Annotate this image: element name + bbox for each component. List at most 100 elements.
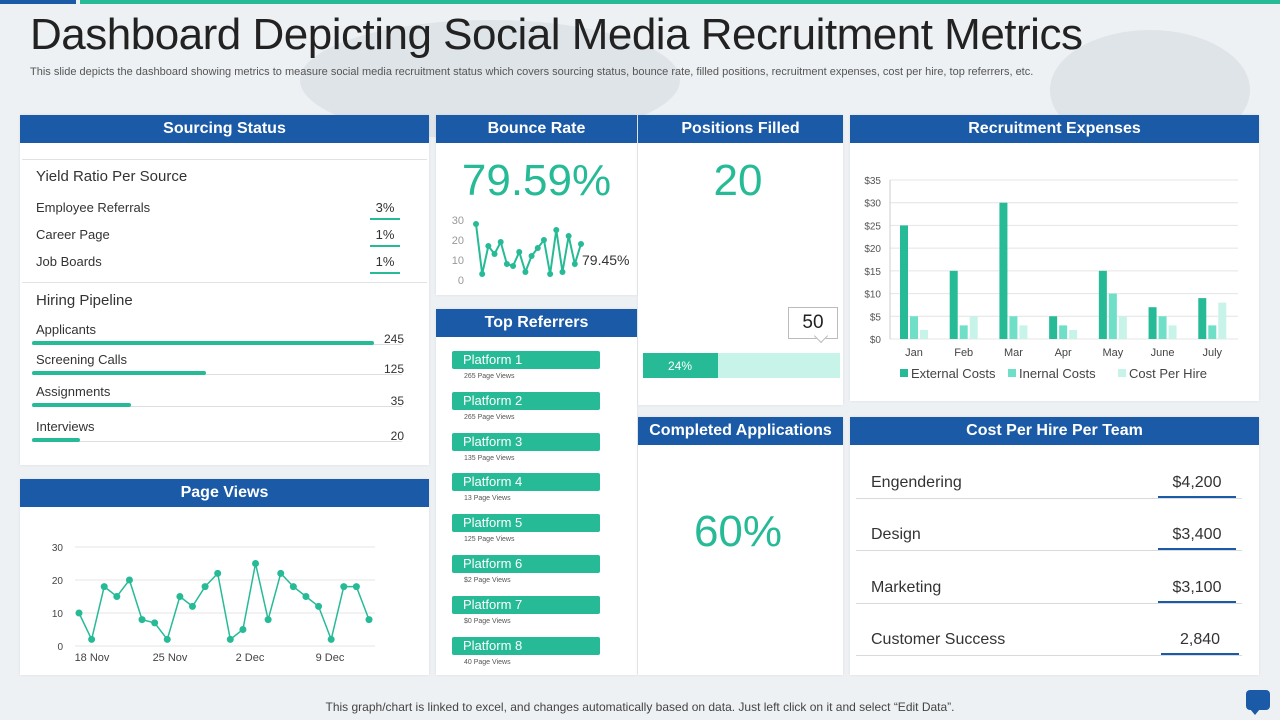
bounce-data-point — [578, 241, 584, 247]
referrer-page-views: 40 Page Views — [464, 658, 511, 666]
team-cost-value: $3,100 — [1158, 579, 1236, 603]
expenses-bar — [1069, 329, 1078, 339]
pipeline-bar — [32, 371, 206, 375]
expenses-bar — [1118, 316, 1127, 339]
expenses-xtick-label: Feb — [954, 347, 973, 359]
expenses-bar — [1198, 298, 1207, 339]
recruitment-expenses-chart: $0 $5 $10 $15 $20 $25 $30 $35 Jan Feb Mar Apr May Jun… — [864, 176, 1238, 381]
cost-per-hire-header: Cost Per Hire Per Team — [850, 417, 1259, 445]
bounce-data-point — [510, 263, 517, 269]
bounce-data-point — [503, 261, 510, 267]
bounce-data-point — [497, 239, 504, 245]
expenses-legend-label: External Costs — [911, 366, 996, 381]
bounce-data-point — [479, 271, 486, 277]
page-views-data-point — [125, 576, 133, 584]
team-divider — [856, 550, 1242, 552]
expenses-bar — [999, 202, 1008, 339]
referrer-platform-button[interactable]: Platform 2 — [452, 391, 600, 410]
expenses-bar — [949, 270, 958, 339]
referrer-platform-button[interactable]: Platform 6 — [452, 555, 600, 573]
expenses-ytick-label: $20 — [864, 244, 881, 255]
top-referrers-panel — [436, 309, 637, 675]
bounce-data-point — [571, 261, 578, 267]
page-title: Dashboard Depicting Social Media Recruit… — [30, 10, 1083, 59]
page-views-ytick-label: 0 — [57, 642, 63, 653]
team-cost-value: $4,200 — [1158, 474, 1236, 498]
bounce-ytick-label: 20 — [452, 235, 464, 247]
team-divider — [856, 602, 1242, 604]
page-views-data-point — [176, 593, 184, 600]
divider — [22, 159, 427, 160]
expenses-xtick-label: June — [1151, 347, 1175, 359]
page-views-data-point — [352, 583, 360, 591]
page-views-data-point — [113, 593, 121, 600]
bounce-data-point — [559, 269, 566, 275]
recruitment-expenses-header: Recruitment Expenses — [850, 115, 1259, 143]
referrer-page-views: 13 Page Views — [464, 495, 511, 503]
bounce-data-point — [485, 243, 492, 249]
bounce-rate-panel — [436, 115, 637, 295]
referrer-platform-button[interactable]: Platform 8 — [452, 636, 600, 655]
team-cost-value: $3,400 — [1158, 526, 1236, 551]
expenses-bar — [959, 325, 968, 339]
page-views-data-point — [88, 635, 96, 643]
positions-progress-fill — [643, 353, 718, 378]
referrer-platform-button[interactable]: Platform 4 — [452, 473, 600, 492]
chat-bubble-icon[interactable] — [1246, 690, 1270, 715]
footer-note: This graph/chart is linked to excel, and… — [325, 700, 955, 714]
expenses-ytick-label: $10 — [864, 290, 881, 301]
referrer-page-views: 135 Page Views — [464, 454, 515, 462]
pipeline-bar — [32, 438, 80, 442]
bounce-data-point — [473, 221, 479, 227]
positions-target-callout — [788, 307, 838, 339]
referrer-platform-button[interactable]: Platform 1 — [452, 351, 600, 369]
referrer-platform-button[interactable]: Platform 7 — [452, 595, 600, 614]
bounce-data-point — [553, 227, 560, 233]
expenses-bar — [1009, 316, 1018, 339]
page-subtitle: This slide depicts the dashboard showing… — [30, 66, 1034, 78]
expenses-ytick-label: $15 — [864, 267, 881, 278]
referrer-page-views: 125 Page Views — [464, 536, 515, 544]
completed-applications-panel — [638, 417, 843, 675]
pipeline-stage-label: Interviews — [36, 419, 95, 434]
page-views-xtick-label: 9 Dec — [316, 652, 345, 664]
page-views-data-point — [138, 616, 146, 624]
page-views-data-point — [75, 609, 83, 617]
expenses-ytick-label: $30 — [864, 199, 881, 210]
referrer-platform-button[interactable]: Platform 3 — [452, 432, 600, 451]
bounce-ytick-label: 30 — [452, 215, 464, 227]
expenses-ytick-label: $25 — [864, 221, 881, 232]
referrer-page-views: 265 Page Views — [464, 413, 515, 421]
expenses-xtick-label: Mar — [1004, 347, 1023, 359]
expenses-bar — [1108, 293, 1117, 339]
bounce-data-point — [540, 237, 547, 243]
positions-target-value: 50 — [802, 312, 824, 333]
team-name: Engendering — [871, 474, 962, 491]
expenses-legend-swatch — [900, 369, 908, 377]
expenses-bar — [1218, 302, 1227, 339]
page-views-data-point — [252, 560, 260, 567]
page-views-series-line — [78, 563, 370, 642]
expenses-xtick-label: May — [1102, 347, 1123, 359]
page-views-ytick-label: 10 — [52, 609, 64, 620]
expenses-bar — [1098, 270, 1107, 339]
expenses-bar — [1059, 325, 1068, 339]
pipeline-stage-label: Assignments — [36, 384, 111, 399]
page-views-data-point — [214, 569, 222, 577]
page-views-data-point — [315, 602, 323, 610]
referrer-platform-button[interactable]: Platform 5 — [452, 514, 600, 533]
bounce-ytick-label: 10 — [452, 255, 464, 267]
pipeline-stage-value: 245 — [383, 332, 404, 346]
page-views-xtick-label: 18 Nov — [75, 652, 110, 664]
bounce-data-point — [528, 253, 535, 259]
expenses-ytick-label: $35 — [864, 176, 881, 187]
bounce-rate-sparkline: 0 10 20 30 — [452, 215, 584, 287]
page-views-data-point — [239, 626, 247, 633]
page-views-data-point — [264, 616, 272, 624]
yield-source-value: 1% — [370, 227, 400, 247]
pipeline-bar — [32, 403, 131, 407]
team-name: Customer Success — [871, 630, 1006, 648]
expenses-xtick-label: July — [1203, 347, 1223, 359]
pipeline-track — [32, 406, 402, 407]
expenses-bar — [1148, 307, 1157, 339]
